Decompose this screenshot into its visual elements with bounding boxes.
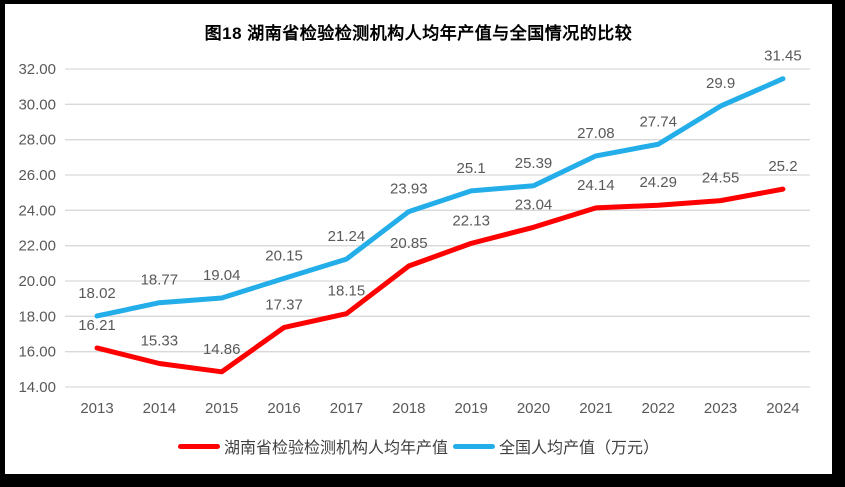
- data-label-national: 21.24: [328, 228, 366, 245]
- x-tick-label: 2015: [205, 400, 238, 417]
- data-label-national: 31.45: [764, 48, 802, 65]
- data-label-hunan: 18.15: [328, 283, 366, 300]
- legend-item-national: 全国人均产值（万元）: [453, 434, 659, 458]
- data-label-national: 20.15: [265, 247, 303, 264]
- data-label-national: 25.39: [515, 155, 553, 172]
- chart-frame: 图18 湖南省检验检测机构人均年产值与全国情况的比较 14.00 16.00 18.…: [5, 4, 832, 474]
- data-label-national: 27.08: [577, 125, 615, 142]
- data-label-hunan: 15.33: [141, 333, 179, 350]
- data-label-hunan: 22.13: [452, 212, 490, 229]
- x-tick-label: 2018: [392, 400, 425, 417]
- data-label-national: 25.1: [457, 160, 486, 177]
- y-tick-label: 16.00: [18, 344, 56, 361]
- y-tick-label: 24.00: [18, 202, 56, 219]
- data-label-hunan: 24.29: [639, 174, 677, 191]
- x-tick-label: 2022: [642, 400, 675, 417]
- y-tick-label: 28.00: [18, 132, 56, 149]
- legend-item-hunan: 湖南省检验检测机构人均年产值: [177, 434, 448, 458]
- series-line-national: [94, 76, 786, 319]
- line-chart: 14.00 16.00 18.00 20.00 22.00 24.00 26.00 28.00…: [18, 48, 810, 417]
- x-tick-label: 2016: [267, 400, 300, 417]
- x-tick-label: 2024: [766, 400, 799, 417]
- data-label-hunan: 25.2: [768, 158, 797, 175]
- legend-label-hunan: 湖南省检验检测机构人均年产值: [223, 440, 448, 457]
- y-tick-label: 26.00: [18, 167, 56, 184]
- data-label-hunan: 16.21: [78, 317, 116, 334]
- y-tick-label: 20.00: [18, 273, 56, 290]
- y-tick-label: 32.00: [18, 61, 56, 78]
- y-tick-label: 22.00: [18, 238, 56, 255]
- legend: 湖南省检验检测机构人均年产值 全国人均产值（万元）: [5, 434, 832, 458]
- x-tick-label: 2014: [143, 400, 176, 417]
- legend-label-national: 全国人均产值（万元）: [499, 440, 660, 457]
- data-label-national: 19.04: [203, 267, 241, 284]
- data-label-hunan: 17.37: [265, 296, 303, 313]
- x-tick-label: 2020: [517, 400, 550, 417]
- data-label-hunan: 24.55: [702, 170, 740, 187]
- y-tick-label: 30.00: [18, 96, 56, 113]
- chart-title: 图18 湖南省检验检测机构人均年产值与全国情况的比较: [204, 24, 633, 43]
- x-tick-label: 2019: [454, 400, 487, 417]
- x-tick-label: 2017: [330, 400, 363, 417]
- data-label-hunan: 24.14: [577, 177, 615, 194]
- data-label-national: 23.93: [390, 181, 428, 198]
- x-tick-label: 2013: [80, 400, 113, 417]
- data-label-national: 29.9: [706, 75, 735, 92]
- data-label-hunan: 14.86: [203, 341, 241, 358]
- y-tick-label: 14.00: [18, 379, 56, 396]
- series-line-hunan: [94, 186, 786, 375]
- data-label-national: 18.77: [141, 272, 179, 289]
- x-tick-label: 2023: [704, 400, 737, 417]
- legend-line-red-swatch: [177, 443, 220, 449]
- data-label-hunan: 20.85: [390, 235, 428, 252]
- data-label-national: 27.74: [639, 113, 677, 130]
- legend-line-blue-swatch: [453, 443, 495, 449]
- data-label-hunan: 23.04: [515, 196, 553, 213]
- x-tick-label: 2021: [579, 400, 612, 417]
- data-label-national: 18.02: [78, 285, 116, 302]
- y-tick-label: 18.00: [18, 308, 56, 325]
